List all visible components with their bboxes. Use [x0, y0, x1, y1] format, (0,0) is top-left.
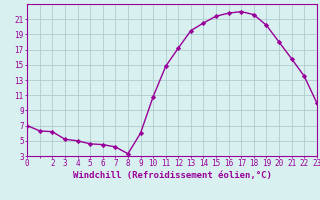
X-axis label: Windchill (Refroidissement éolien,°C): Windchill (Refroidissement éolien,°C)	[73, 171, 271, 180]
